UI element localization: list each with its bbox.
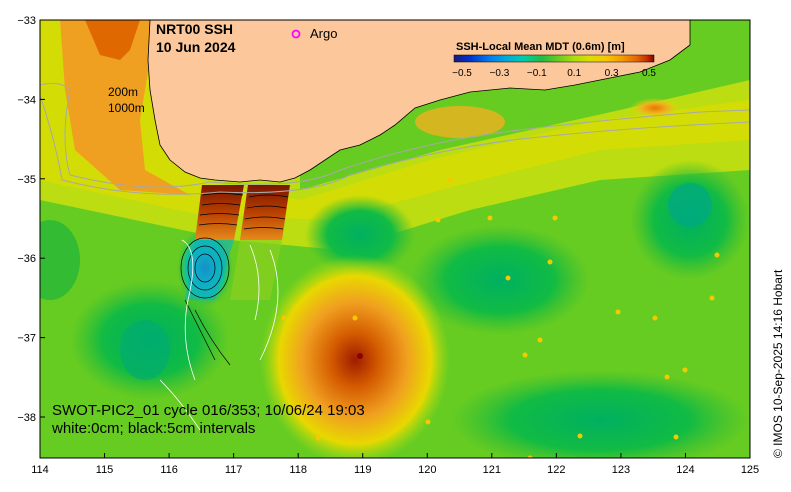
y-axis: −33 −34 −35 −36 −37 −38 (17, 15, 45, 424)
y-tick-label: −35 (17, 174, 36, 186)
argo-legend-label: Argo (310, 26, 337, 41)
swot-contour-info: white:0cm; black:5cm intervals (51, 420, 255, 437)
x-tick-label: 119 (354, 464, 372, 476)
x-tick-label: 114 (31, 464, 49, 476)
colorbar-ticks: −0.5 −0.3 −0.1 0.1 0.3 0.5 (452, 68, 656, 79)
colorbar-tick-label: 0.1 (567, 68, 581, 79)
x-tick-label: 120 (418, 464, 436, 476)
x-tick-label: 122 (547, 464, 565, 476)
colorbar-tick-label: 0.3 (605, 68, 619, 79)
colorbar-title: SSH-Local Mean MDT (0.6m) [m] (456, 41, 625, 53)
colorbar-tick-label: −0.3 (490, 68, 510, 79)
y-tick-label: −37 (17, 333, 36, 345)
map-title-product: NRT00 SSH (156, 21, 233, 37)
argo-legend-icon (291, 29, 301, 39)
plot-border (39, 19, 751, 459)
y-tick-label: −34 (17, 94, 36, 106)
swot-pass-info: SWOT-PIC2_01 cycle 016/353; 10/06/24 19:… (52, 402, 365, 419)
isobath-label-200m: 200m (108, 85, 138, 99)
x-tick-label: 115 (96, 464, 114, 476)
y-tick-label: −36 (17, 253, 36, 265)
x-tick-label: 121 (483, 464, 501, 476)
colorbar-ramp (453, 54, 655, 63)
isobath-label-1000m: 1000m (108, 101, 145, 115)
x-tick-label: 125 (741, 464, 759, 476)
colorbar-tick-label: 0.5 (642, 68, 656, 79)
x-tick-label: 117 (225, 464, 243, 476)
imos-credit: © IMOS 10-Sep-2025 14:16 Hobart (771, 269, 785, 458)
x-tick-label: 118 (289, 464, 307, 476)
colorbar: SSH-Local Mean MDT (0.6m) [m] −0.5 −0.3 −0… (452, 41, 656, 79)
argo-markers (281, 177, 720, 458)
ssh-field (40, 20, 750, 458)
x-tick-label: 116 (160, 464, 178, 476)
x-tick-label: 124 (676, 464, 694, 476)
x-tick-label: 123 (612, 464, 630, 476)
map-title-date: 10 Jun 2024 (156, 39, 236, 55)
x-axis: 114 115 116 117 118 119 120 121 122 123 124 125 (31, 453, 759, 476)
colorbar-tick-label: −0.1 (527, 68, 547, 79)
y-tick-label: −33 (17, 15, 36, 27)
y-tick-label: −38 (17, 412, 36, 424)
colorbar-tick-label: −0.5 (452, 68, 472, 79)
